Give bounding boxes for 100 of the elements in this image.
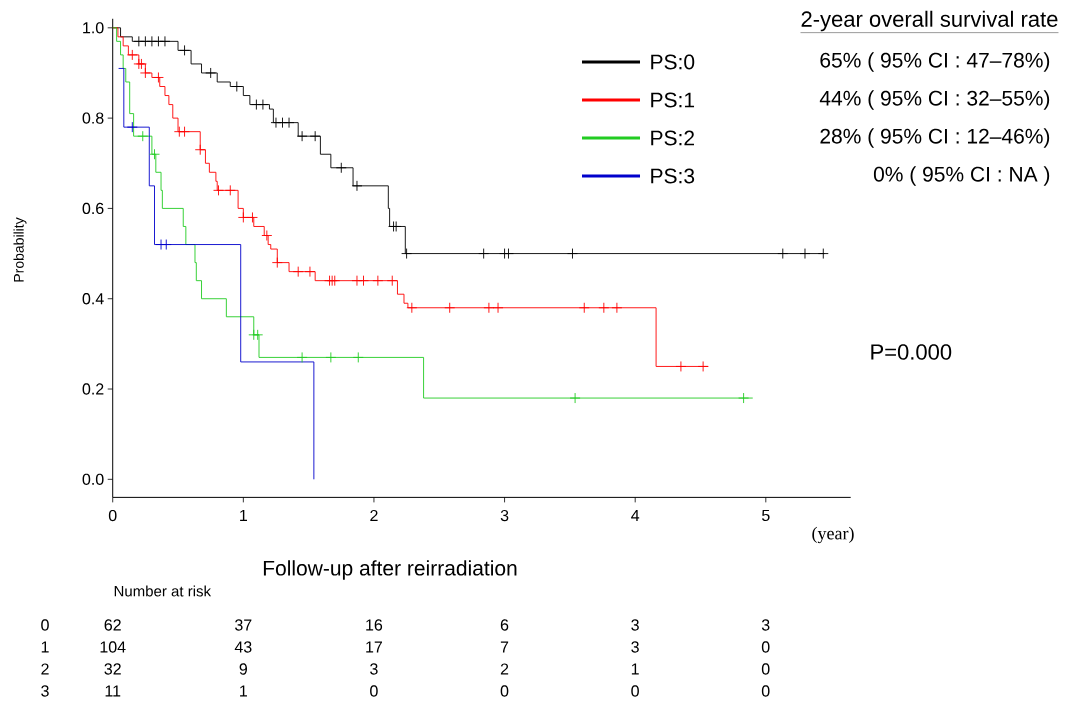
text: 11 xyxy=(105,685,121,697)
point xyxy=(292,266,304,278)
text: 2 xyxy=(41,663,49,675)
text: 62 xyxy=(104,619,121,631)
x-tick-label: 2 xyxy=(370,509,378,522)
point xyxy=(335,162,347,174)
point xyxy=(569,392,581,404)
point xyxy=(492,302,504,314)
point xyxy=(139,67,151,79)
point xyxy=(503,248,514,260)
legend-title: 2-year overall survival rate xyxy=(801,10,1058,32)
text: 0 xyxy=(761,641,770,653)
point xyxy=(358,275,369,287)
point xyxy=(283,117,295,129)
point xyxy=(296,351,308,363)
point xyxy=(372,275,384,287)
text: 0 xyxy=(761,663,770,675)
text: 7 xyxy=(500,641,509,653)
y-tick-label: 0.8 xyxy=(82,112,104,124)
point xyxy=(777,248,789,260)
point xyxy=(386,275,398,287)
text: Number at risk xyxy=(114,585,212,597)
y-tick-label: 0.6 xyxy=(82,202,104,215)
text: 37 xyxy=(235,619,252,631)
point xyxy=(126,49,138,61)
point xyxy=(401,248,413,260)
x-tick-label: 4 xyxy=(631,509,640,521)
point xyxy=(257,99,269,111)
point xyxy=(237,212,249,223)
text: 3 xyxy=(631,641,639,653)
point xyxy=(231,81,243,92)
point xyxy=(304,266,316,278)
point xyxy=(352,351,364,363)
y-tick-label: 0.2 xyxy=(82,383,104,395)
x-axis-title: Follow-up after reirradiation xyxy=(263,560,517,580)
y-tick-label: 0.0 xyxy=(82,473,104,485)
text: 6 xyxy=(500,619,509,631)
text: 104 xyxy=(100,641,126,653)
text: P=0.000 xyxy=(871,344,952,360)
annotation: 65% ( 95% CI : 47–78%) xyxy=(820,52,1050,72)
point xyxy=(406,302,418,314)
point xyxy=(444,302,456,314)
text: 1 xyxy=(41,641,49,653)
point xyxy=(271,257,283,269)
point xyxy=(261,230,273,241)
text: 3 xyxy=(761,619,770,631)
legend-label: PS:0 xyxy=(651,54,695,70)
y-tick-label: 0.4 xyxy=(82,293,104,305)
text: 0 xyxy=(631,685,639,697)
text: 2 xyxy=(500,663,509,675)
legend-label: PS:1 xyxy=(651,92,695,108)
text: 3 xyxy=(41,685,49,697)
point xyxy=(149,148,160,160)
point xyxy=(159,35,171,47)
text: 0 xyxy=(500,685,509,697)
text: 9 xyxy=(239,663,247,675)
point xyxy=(738,392,750,404)
point xyxy=(213,184,224,196)
point xyxy=(179,126,190,138)
point xyxy=(483,302,495,314)
point xyxy=(205,67,217,79)
point xyxy=(179,44,190,56)
annotation: 28% ( 95% CI : 12–46%) xyxy=(820,128,1050,148)
point xyxy=(478,248,490,260)
x-tick-label: 5 xyxy=(762,509,770,522)
text: 1 xyxy=(240,685,247,697)
x-tick-label: 1 xyxy=(240,509,248,521)
text: 0% ( 95% CI : NA ) xyxy=(873,166,1050,186)
text: 0 xyxy=(370,685,378,697)
point xyxy=(598,302,610,314)
point xyxy=(567,248,578,260)
x-tick-label: 3 xyxy=(500,509,509,522)
point xyxy=(325,351,337,363)
point xyxy=(351,180,363,192)
point xyxy=(697,361,709,372)
text: 17 xyxy=(366,641,382,653)
x-tick-label: 0 xyxy=(108,509,117,522)
text: 43 xyxy=(234,641,252,653)
text: (year) xyxy=(812,526,854,544)
point xyxy=(611,302,623,314)
text: 3 xyxy=(631,619,639,631)
point xyxy=(194,144,206,156)
point xyxy=(137,130,149,142)
point xyxy=(675,361,687,372)
annotation: 44% ( 95% CI : 32–55%) xyxy=(819,90,1050,110)
text: 1 xyxy=(631,663,639,675)
text: 0 xyxy=(761,685,770,697)
text: 32 xyxy=(104,663,121,675)
point xyxy=(578,302,590,314)
point xyxy=(309,130,321,142)
y-axis-title: Probability xyxy=(13,217,27,282)
legend-label: PS:3 xyxy=(651,168,695,184)
point xyxy=(296,130,308,142)
text: 0 xyxy=(41,619,49,631)
point xyxy=(126,121,138,133)
point xyxy=(799,248,811,260)
point xyxy=(817,248,829,260)
point xyxy=(152,72,164,83)
legend-label: PS:2 xyxy=(651,130,694,146)
y-tick-label: 1.0 xyxy=(83,22,104,34)
